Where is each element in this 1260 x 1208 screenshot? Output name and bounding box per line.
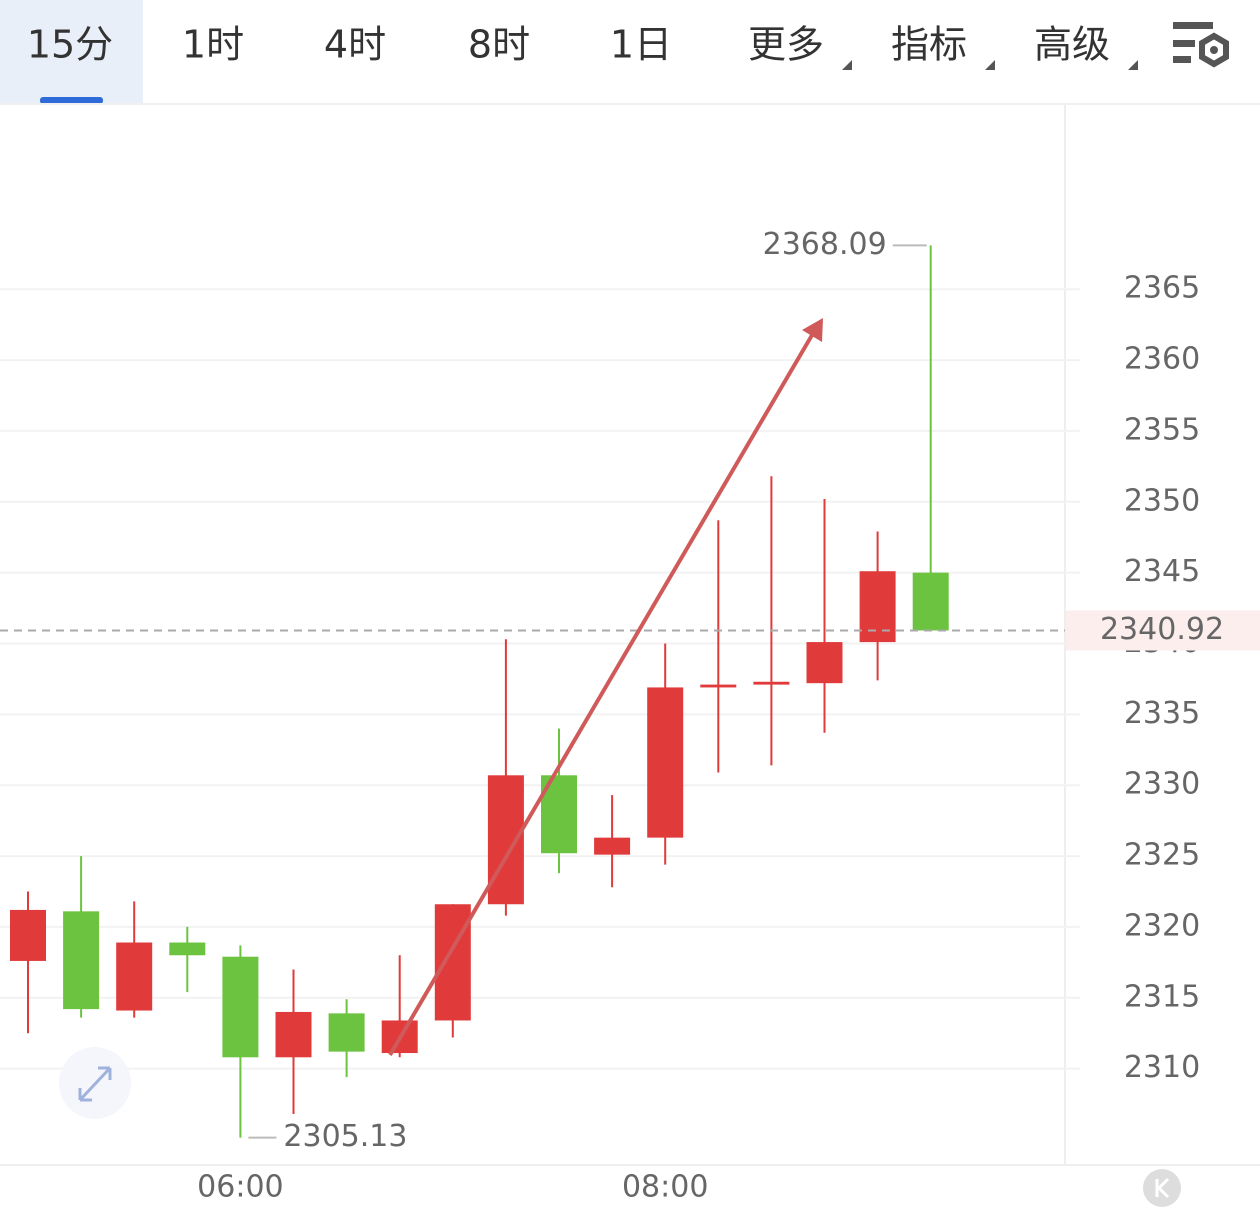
y-tick-label: 2345 — [1124, 554, 1200, 589]
candle-body — [487, 775, 524, 905]
icon-bar — [1173, 22, 1213, 29]
y-tick-label: 2355 — [1124, 412, 1200, 447]
k-icon — [1155, 1177, 1170, 1199]
candle-body — [594, 837, 631, 855]
last-price-bg — [1066, 610, 1260, 651]
candle-body — [63, 911, 100, 1010]
y-tick-label: 2330 — [1124, 767, 1200, 802]
y-tick-label: 2320 — [1124, 908, 1200, 943]
candle-body — [10, 909, 46, 961]
candle-body — [647, 687, 684, 838]
tab[interactable]: 8时 — [468, 23, 530, 67]
dropdown-caret — [842, 60, 852, 70]
arrow-line — [388, 328, 817, 1057]
last-price-label: 2340.92 — [1100, 612, 1224, 647]
tab[interactable]: 15分 — [27, 23, 113, 67]
tab[interactable]: 1时 — [182, 23, 244, 67]
max-label: 2368.09 — [763, 227, 887, 262]
icon-hex — [1199, 32, 1229, 68]
trend-arrow — [388, 318, 823, 1057]
candle-body — [116, 942, 153, 1011]
candle-body — [806, 642, 843, 684]
active-tab-indicator — [40, 97, 103, 104]
y-tick-label: 2335 — [1124, 696, 1200, 731]
icon-bar — [1173, 56, 1191, 63]
y-tick-label: 2310 — [1124, 1050, 1200, 1085]
dropdown-caret — [1128, 60, 1138, 70]
min-label: 2305.13 — [283, 1119, 407, 1154]
tab[interactable]: 指标 — [891, 23, 967, 67]
candle-body — [434, 904, 471, 1021]
tab[interactable]: 4时 — [324, 23, 386, 67]
tab[interactable]: 高级 — [1034, 23, 1110, 67]
x-tick-label: 06:00 — [197, 1170, 283, 1205]
candle-body — [700, 684, 737, 688]
arrow-head — [802, 318, 823, 342]
y-tick-label: 2365 — [1124, 271, 1200, 306]
k-button[interactable] — [1143, 1169, 1181, 1207]
dropdown-caret — [985, 60, 995, 70]
y-tick-label: 2315 — [1124, 979, 1200, 1014]
expand-icon — [78, 1066, 112, 1102]
y-tick-label: 2325 — [1124, 838, 1200, 873]
y-tick-label: 2360 — [1124, 342, 1200, 377]
y-tick-label: 2350 — [1124, 483, 1200, 518]
active-tab-bg — [0, 0, 143, 103]
x-tick-label: 08:00 — [622, 1170, 708, 1205]
candle-body — [169, 942, 206, 956]
settings-icon[interactable] — [1173, 22, 1229, 68]
candle-body — [328, 1013, 365, 1052]
candle-body — [859, 571, 896, 643]
tab[interactable]: 1日 — [610, 23, 672, 67]
candle-body — [753, 681, 790, 685]
candle-body — [222, 956, 259, 1058]
tab[interactable]: 更多 — [748, 23, 824, 67]
candle-body — [912, 572, 949, 631]
icon-dot — [1210, 46, 1218, 54]
candle-body — [275, 1011, 312, 1058]
icon-bar — [1173, 40, 1195, 47]
